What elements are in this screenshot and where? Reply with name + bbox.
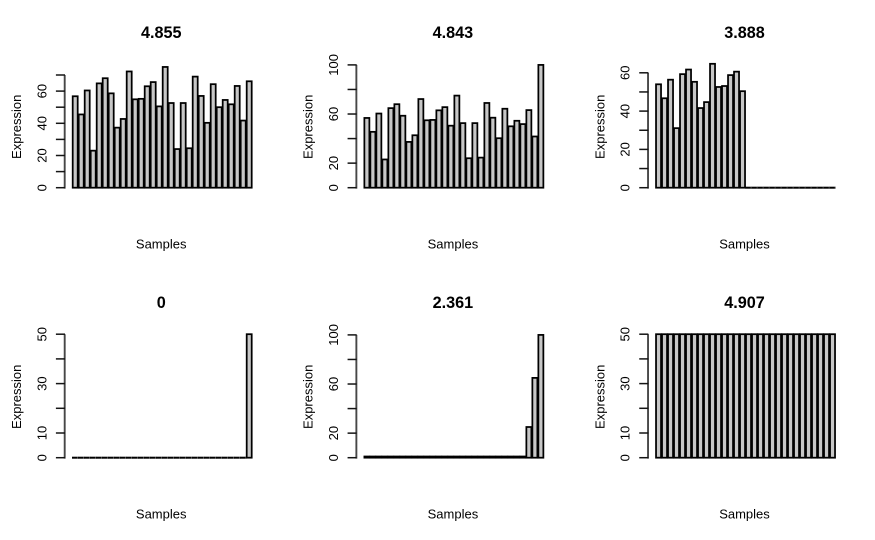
svg-text:0: 0 xyxy=(34,454,49,461)
svg-text:Expression: Expression xyxy=(592,95,607,159)
svg-text:100: 100 xyxy=(326,324,341,346)
svg-text:Samples: Samples xyxy=(719,506,770,521)
svg-text:60: 60 xyxy=(326,107,341,121)
svg-text:4.907: 4.907 xyxy=(724,294,765,312)
svg-text:50: 50 xyxy=(34,327,49,341)
svg-text:Samples: Samples xyxy=(719,236,770,251)
svg-text:20: 20 xyxy=(326,426,341,440)
svg-text:4.855: 4.855 xyxy=(141,24,182,42)
svg-text:40: 40 xyxy=(34,116,49,130)
svg-text:0: 0 xyxy=(326,184,341,191)
svg-text:Samples: Samples xyxy=(428,236,479,251)
svg-text:Samples: Samples xyxy=(428,506,479,521)
svg-text:30: 30 xyxy=(618,376,633,390)
svg-text:Expression: Expression xyxy=(9,95,24,159)
svg-text:4.843: 4.843 xyxy=(433,24,474,42)
svg-text:10: 10 xyxy=(34,426,49,440)
svg-text:10: 10 xyxy=(618,426,633,440)
svg-text:Expression: Expression xyxy=(301,365,316,429)
svg-text:20: 20 xyxy=(326,156,341,170)
svg-text:20: 20 xyxy=(34,148,49,162)
svg-text:0: 0 xyxy=(326,454,341,461)
svg-text:Expression: Expression xyxy=(301,95,316,159)
svg-text:40: 40 xyxy=(618,104,633,118)
svg-text:60: 60 xyxy=(618,66,633,80)
svg-text:0: 0 xyxy=(34,184,49,191)
svg-text:3.888: 3.888 xyxy=(724,24,765,42)
svg-text:2.361: 2.361 xyxy=(433,294,474,312)
svg-text:0: 0 xyxy=(618,454,633,461)
svg-text:Samples: Samples xyxy=(136,506,187,521)
svg-text:Samples: Samples xyxy=(136,236,187,251)
svg-text:Expression: Expression xyxy=(592,365,607,429)
svg-text:50: 50 xyxy=(618,327,633,341)
svg-text:0: 0 xyxy=(157,294,166,312)
svg-text:60: 60 xyxy=(326,377,341,391)
svg-text:60: 60 xyxy=(34,84,49,98)
svg-text:Expression: Expression xyxy=(9,365,24,429)
svg-text:100: 100 xyxy=(326,54,341,76)
svg-text:0: 0 xyxy=(618,184,633,191)
svg-text:20: 20 xyxy=(618,142,633,156)
svg-text:30: 30 xyxy=(34,376,49,390)
